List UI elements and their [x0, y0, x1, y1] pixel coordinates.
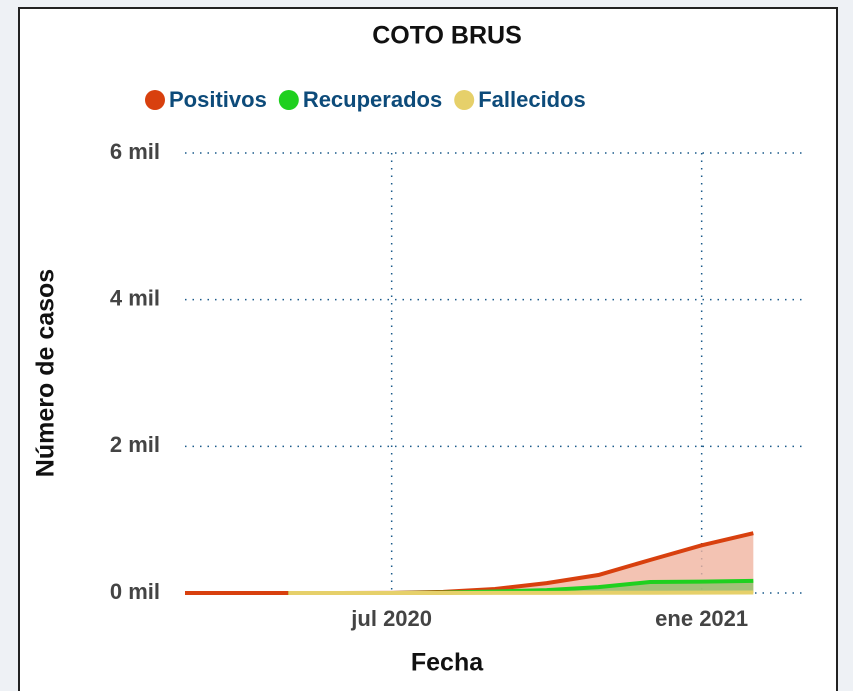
legend-swatch	[454, 90, 475, 110]
legend-label: Recuperados	[303, 87, 442, 112]
y-axis-label: Número de casos	[32, 269, 60, 477]
legend-swatch	[145, 90, 165, 110]
legend-label: Positivos	[169, 87, 267, 112]
legend-swatch	[278, 90, 299, 110]
y-tick-label: 6 mil	[110, 139, 160, 164]
chart-title: COTO BRUS	[372, 22, 522, 50]
y-tick-label: 2 mil	[110, 432, 160, 457]
x-tick-label: jul 2020	[350, 606, 432, 631]
y-tick-label: 0 mil	[110, 579, 160, 604]
x-tick-label: ene 2021	[655, 606, 748, 631]
y-tick-label: 4 mil	[110, 285, 160, 310]
area	[185, 533, 754, 593]
x-axis-label: Fecha	[411, 649, 484, 677]
legend-label: Fallecidos	[478, 87, 586, 112]
